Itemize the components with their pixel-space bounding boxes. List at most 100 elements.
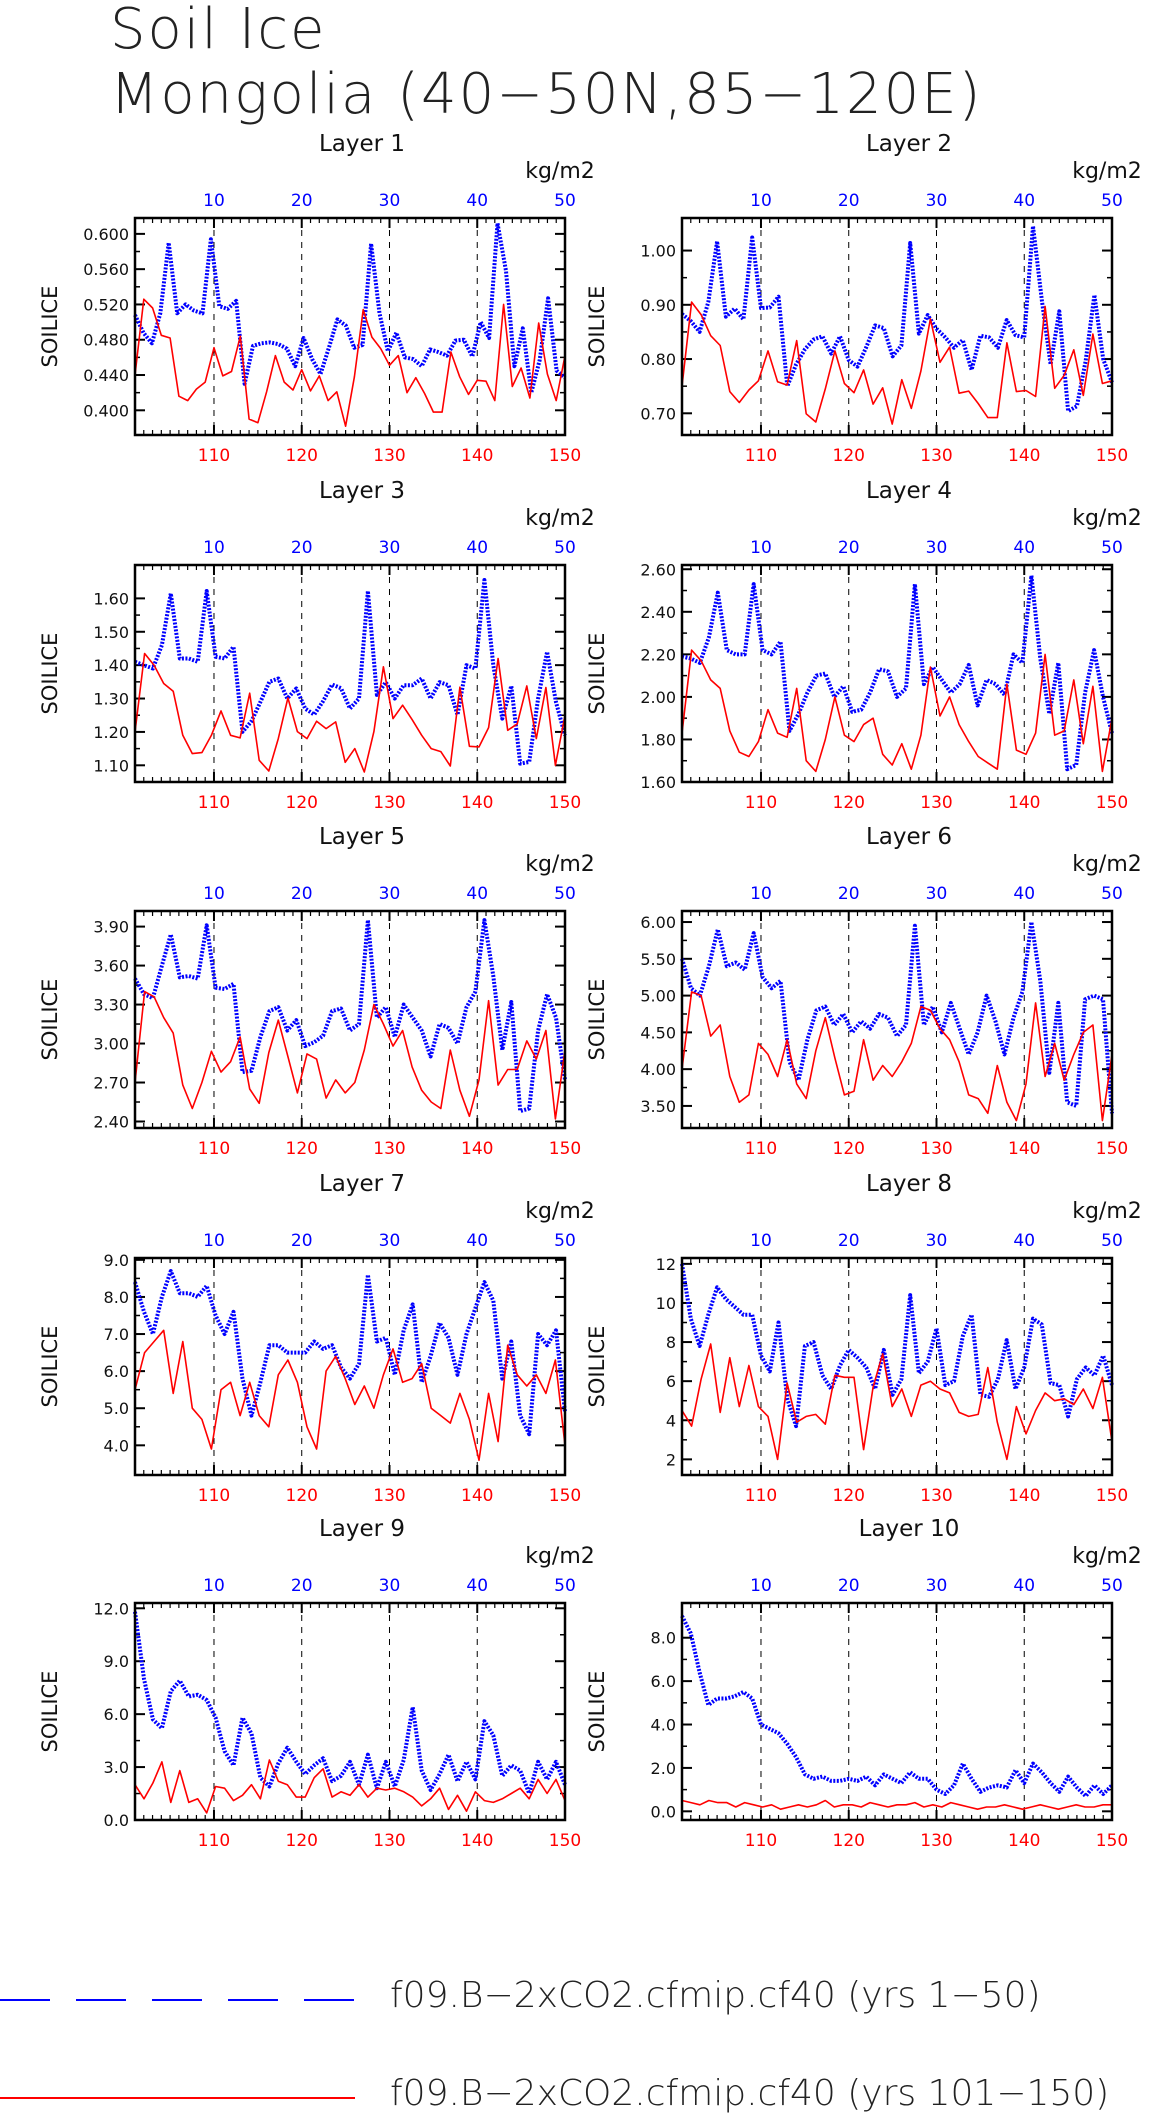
x-bottom-tick-label: 150	[1096, 1139, 1128, 1159]
y-tick-label: 10	[656, 1294, 676, 1313]
x-top-tick-label: 10	[203, 538, 225, 558]
y-tick-label: 1.00	[640, 242, 676, 261]
y-tick-label: 5.0	[104, 1399, 129, 1418]
plot-frame	[133, 1256, 567, 1477]
y-axis-label: SOILICE	[38, 633, 62, 715]
series-yrs-101-150-line	[134, 652, 566, 773]
chart-panel-10: Layer 10 kg/m2 SOILICE 0.0 2.0 4.0 6.0 8.0 110 12…	[585, 1516, 1142, 1851]
chart-panel-8: Layer 8 kg/m2 SOILICE 2 4 6 8 10 12 110 120 130 140 1…	[585, 1171, 1142, 1506]
x-top-tick-label: 30	[379, 191, 401, 211]
x-bottom-tick-label: 120	[286, 1486, 318, 1506]
x-bottom-tick-label: 120	[833, 793, 865, 813]
x-bottom-tick-label: 120	[833, 1139, 865, 1159]
y-tick-label: 4.00	[640, 1060, 676, 1079]
x-bottom-tick-label: 150	[549, 1486, 581, 1506]
y-tick-label: 1.80	[640, 730, 676, 749]
y-tick-label: 2.00	[640, 688, 676, 707]
panel-title: Layer 1	[319, 131, 405, 157]
x-bottom-tick-label: 140	[1008, 1831, 1040, 1851]
y-tick-label: 5.00	[640, 987, 676, 1006]
y-tick-label: 0.80	[640, 350, 676, 369]
x-top-tick-label: 40	[1013, 884, 1035, 904]
series-yrs-1-50-line	[133, 221, 567, 395]
chart-panel-1: Layer 1 kg/m2 SOILICE 0.400 0.440 0.480 0.520 0…	[38, 131, 595, 466]
legend: f09.B−2xCO2.cfmip.cf40 (yrs 1−50) f09.B−…	[0, 1930, 1154, 2120]
x-top-tick-label: 20	[838, 538, 860, 558]
x-bottom-tick-label: 150	[549, 1139, 581, 1159]
legend-label-yrs-101-150: f09.B−2xCO2.cfmip.cf40 (yrs 101−150)	[390, 2073, 1110, 2114]
panel-title: Layer 3	[319, 478, 405, 504]
x-bottom-tick-label: 150	[549, 1831, 581, 1851]
plot-frame	[680, 216, 1114, 437]
x-bottom-tick-label: 130	[373, 1139, 405, 1159]
y-tick-label: 3.50	[640, 1097, 676, 1116]
x-bottom-tick-label: 140	[1008, 446, 1040, 466]
x-bottom-tick-label: 140	[1008, 1486, 1040, 1506]
x-top-tick-label: 20	[838, 1576, 860, 1596]
y-tick-label: 1.40	[93, 656, 129, 675]
x-top-tick-label: 40	[1013, 191, 1035, 211]
x-top-tick-label: 10	[203, 191, 225, 211]
x-top-tick-label: 40	[466, 1231, 488, 1251]
y-tick-label: 0.90	[640, 296, 676, 315]
x-bottom-tick-label: 140	[461, 793, 493, 813]
y-tick-label: 1.30	[93, 690, 129, 709]
x-bottom-tick-label: 120	[286, 793, 318, 813]
panel-title: Layer 9	[319, 1516, 405, 1542]
figure-title-block: Soil Ice Mongolia (40−50N,85−120E)	[110, 0, 982, 125]
units-label: kg/m2	[1072, 506, 1142, 531]
x-top-tick-label: 10	[203, 1231, 225, 1251]
x-bottom-tick-label: 150	[549, 793, 581, 813]
y-tick-label: 1.20	[93, 723, 129, 742]
chart-panel-4: Layer 4 kg/m2 SOILICE 1.60 1.80 2.00 2.20 2.40 2…	[585, 478, 1142, 813]
x-top-tick-label: 20	[291, 191, 313, 211]
y-tick-label: 0.560	[83, 260, 129, 279]
y-axis-label: SOILICE	[38, 1326, 62, 1408]
x-top-tick-label: 30	[379, 1231, 401, 1251]
y-tick-label: 1.50	[93, 623, 129, 642]
x-bottom-tick-label: 110	[745, 446, 777, 466]
y-tick-label: 0.400	[83, 401, 129, 420]
figure-title: Soil Ice	[110, 0, 327, 62]
x-top-tick-label: 50	[1101, 1231, 1123, 1251]
x-top-tick-label: 20	[291, 1576, 313, 1596]
y-tick-label: 2.60	[640, 560, 676, 579]
x-top-tick-label: 20	[291, 538, 313, 558]
x-top-tick-label: 40	[466, 538, 488, 558]
x-bottom-tick-label: 130	[920, 1486, 952, 1506]
x-top-tick-label: 40	[1013, 538, 1035, 558]
x-top-tick-label: 30	[379, 538, 401, 558]
y-tick-label: 6.00	[640, 913, 676, 932]
plot-frame	[133, 216, 567, 437]
y-tick-label: 2.40	[640, 603, 676, 622]
y-tick-label: 3.00	[93, 1035, 129, 1054]
x-bottom-tick-label: 130	[373, 446, 405, 466]
y-tick-label: 7.0	[104, 1325, 129, 1344]
legend-swatches	[0, 1999, 355, 2099]
x-bottom-tick-label: 110	[745, 1139, 777, 1159]
series-yrs-101-150-line	[681, 1343, 1113, 1461]
x-bottom-tick-label: 150	[549, 446, 581, 466]
x-bottom-tick-label: 120	[833, 1486, 865, 1506]
x-bottom-tick-label: 130	[373, 1486, 405, 1506]
x-top-tick-label: 30	[379, 1576, 401, 1596]
x-top-tick-label: 20	[838, 1231, 860, 1251]
x-bottom-tick-label: 150	[1096, 1486, 1128, 1506]
panel-title: Layer 6	[866, 824, 952, 850]
y-tick-label: 5.50	[640, 950, 676, 969]
chart-panel-9: Layer 9 kg/m2 SOILICE 0.0 3.0 6.0 9.0 12.0 110 12…	[38, 1516, 595, 1851]
y-tick-label: 0.0	[651, 1802, 676, 1821]
series-yrs-101-150-line	[681, 991, 1113, 1122]
y-tick-label: 2	[666, 1450, 676, 1469]
units-label: kg/m2	[525, 1199, 595, 1224]
series-yrs-101-150-line	[134, 990, 566, 1120]
y-axis-label: SOILICE	[585, 633, 609, 715]
y-tick-label: 8.0	[104, 1288, 129, 1307]
x-bottom-tick-label: 110	[198, 1831, 230, 1851]
series-yrs-101-150-line	[134, 298, 566, 428]
y-tick-label: 3.90	[93, 918, 129, 937]
x-top-tick-label: 40	[466, 1576, 488, 1596]
x-bottom-tick-label: 110	[745, 1831, 777, 1851]
series-yrs-1-50-line	[134, 578, 567, 766]
plot-frame	[680, 1256, 1114, 1477]
